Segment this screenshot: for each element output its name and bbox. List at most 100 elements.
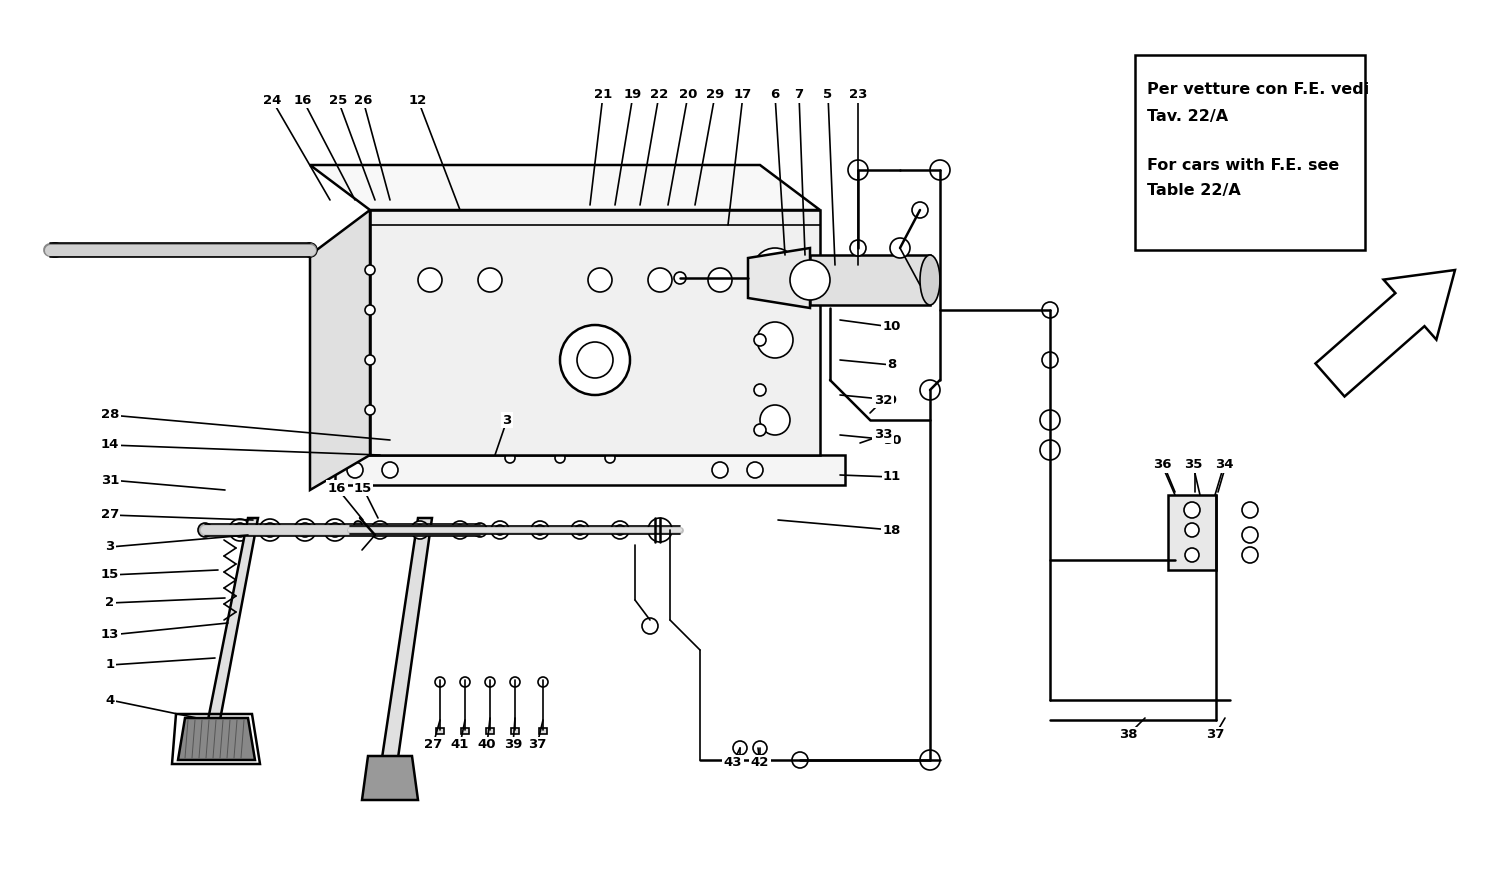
Text: 32: 32 [874, 394, 892, 406]
Text: 15: 15 [354, 481, 372, 495]
Circle shape [604, 453, 615, 463]
Ellipse shape [536, 525, 544, 535]
Ellipse shape [294, 519, 316, 541]
Circle shape [734, 741, 747, 755]
Polygon shape [370, 210, 820, 455]
Text: 19: 19 [624, 88, 642, 102]
Ellipse shape [370, 521, 388, 539]
Text: 1: 1 [105, 658, 114, 672]
Ellipse shape [572, 521, 590, 539]
Bar [334, 455, 844, 485]
Circle shape [753, 741, 766, 755]
Circle shape [920, 380, 940, 400]
Text: 10: 10 [884, 321, 902, 333]
Ellipse shape [46, 243, 64, 257]
Text: 30: 30 [882, 434, 902, 446]
Text: Per vetture con F.E. vedi: Per vetture con F.E. vedi [1148, 83, 1370, 97]
Text: 39: 39 [504, 739, 522, 751]
Circle shape [1042, 302, 1058, 318]
Text: 27: 27 [424, 739, 442, 751]
Text: 42: 42 [752, 756, 770, 770]
Circle shape [538, 677, 548, 687]
Ellipse shape [454, 525, 465, 535]
Text: 26: 26 [354, 94, 372, 107]
Polygon shape [178, 718, 255, 760]
Circle shape [1242, 527, 1258, 543]
Circle shape [1185, 548, 1198, 562]
Text: 37: 37 [528, 739, 546, 751]
Bar [486, 728, 494, 734]
Bar [460, 728, 470, 734]
Circle shape [754, 424, 766, 436]
Circle shape [912, 202, 928, 218]
Circle shape [1242, 502, 1258, 518]
Ellipse shape [920, 255, 940, 305]
Polygon shape [1316, 270, 1455, 396]
Text: 38: 38 [1119, 729, 1137, 741]
Circle shape [754, 284, 766, 296]
Bar [1168, 495, 1216, 570]
Circle shape [346, 462, 363, 478]
Text: 29: 29 [706, 88, 724, 102]
Circle shape [708, 268, 732, 292]
Text: 13: 13 [100, 628, 118, 642]
Text: 34: 34 [1215, 459, 1233, 471]
Ellipse shape [615, 525, 626, 535]
Circle shape [674, 272, 686, 284]
Text: 4: 4 [105, 693, 114, 707]
Circle shape [753, 248, 796, 292]
Text: 16: 16 [328, 481, 346, 495]
Circle shape [435, 677, 445, 687]
Circle shape [555, 453, 566, 463]
Polygon shape [310, 210, 370, 490]
Circle shape [364, 355, 375, 365]
Text: 31: 31 [100, 473, 118, 486]
Ellipse shape [230, 519, 251, 541]
Circle shape [1184, 502, 1200, 518]
Circle shape [790, 260, 830, 300]
Text: 11: 11 [884, 470, 902, 484]
Text: 15: 15 [100, 568, 118, 582]
Ellipse shape [610, 521, 628, 539]
Circle shape [930, 160, 950, 180]
Circle shape [792, 752, 808, 768]
Circle shape [754, 334, 766, 346]
Circle shape [484, 677, 495, 687]
Bar [538, 728, 548, 734]
Text: 21: 21 [594, 88, 612, 102]
Ellipse shape [574, 525, 585, 535]
Text: 12: 12 [410, 94, 428, 107]
Circle shape [850, 240, 865, 256]
Ellipse shape [262, 523, 278, 537]
Polygon shape [362, 756, 419, 800]
Ellipse shape [531, 521, 549, 539]
Circle shape [382, 462, 398, 478]
Ellipse shape [472, 523, 488, 537]
Text: Table 22/A: Table 22/A [1148, 183, 1240, 198]
Polygon shape [310, 165, 821, 210]
Polygon shape [209, 518, 258, 720]
Text: 27: 27 [100, 509, 118, 521]
Circle shape [419, 268, 442, 292]
Circle shape [364, 405, 375, 415]
Text: 33: 33 [873, 429, 892, 442]
Circle shape [642, 618, 658, 634]
Circle shape [847, 160, 868, 180]
Text: 20: 20 [680, 88, 698, 102]
Ellipse shape [303, 243, 316, 257]
Circle shape [648, 518, 672, 542]
Text: 22: 22 [650, 88, 668, 102]
Ellipse shape [232, 523, 248, 537]
Text: 36: 36 [1152, 459, 1172, 471]
Text: 6: 6 [771, 88, 780, 102]
Text: 37: 37 [1206, 729, 1224, 741]
Polygon shape [382, 518, 432, 758]
Circle shape [364, 305, 375, 315]
Circle shape [1242, 547, 1258, 563]
Circle shape [648, 268, 672, 292]
Text: 25: 25 [328, 94, 346, 107]
Circle shape [510, 677, 520, 687]
Ellipse shape [490, 521, 508, 539]
Text: 23: 23 [849, 88, 867, 102]
Circle shape [712, 462, 728, 478]
